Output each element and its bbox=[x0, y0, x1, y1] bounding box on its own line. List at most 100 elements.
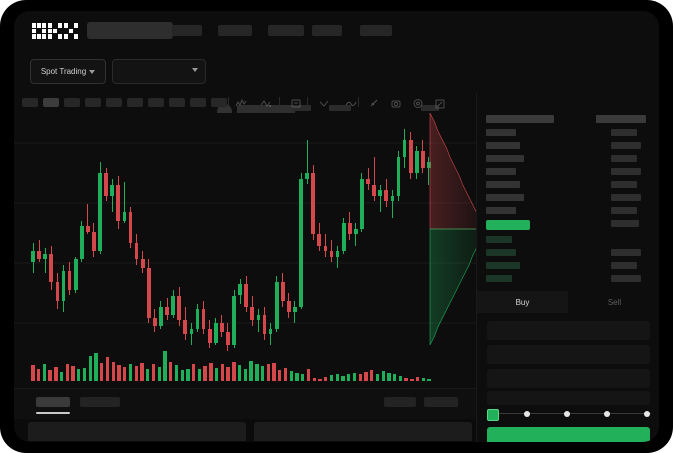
volume-bar bbox=[65, 364, 69, 381]
timeframe-button-8[interactable] bbox=[169, 98, 185, 107]
fullscreen-icon[interactable] bbox=[434, 96, 446, 109]
timeframe-button-7[interactable] bbox=[148, 98, 164, 107]
compare-icon[interactable] bbox=[260, 96, 272, 108]
candlestick-chart[interactable] bbox=[14, 113, 476, 388]
candle-body bbox=[98, 173, 102, 252]
okx-logo[interactable] bbox=[32, 23, 78, 39]
nav-item-1[interactable] bbox=[172, 25, 202, 36]
orderbook-ask-size[interactable] bbox=[611, 181, 637, 188]
timeframe-button-1[interactable] bbox=[22, 98, 38, 107]
orderbook-ask-size[interactable] bbox=[611, 155, 637, 162]
slider-handle[interactable] bbox=[487, 409, 499, 421]
camera-icon[interactable] bbox=[390, 96, 402, 108]
order-field-2[interactable] bbox=[487, 345, 650, 364]
candle-wick bbox=[87, 203, 89, 235]
nav-item-2[interactable] bbox=[218, 25, 252, 36]
submit-order-button[interactable] bbox=[487, 427, 650, 442]
orderbook-ask-price[interactable] bbox=[486, 194, 524, 201]
orderbook-bid-price[interactable] bbox=[486, 236, 512, 243]
volume-bar bbox=[358, 374, 362, 381]
timeframe-button-6[interactable] bbox=[127, 98, 143, 107]
candle-body bbox=[366, 178, 370, 185]
candle-wick bbox=[324, 234, 326, 257]
global-search-input[interactable] bbox=[87, 22, 173, 39]
timeframe-button-10[interactable] bbox=[211, 98, 227, 107]
timeframe-button-9[interactable] bbox=[190, 98, 206, 107]
undo-icon[interactable] bbox=[318, 96, 330, 108]
slider-step-4[interactable] bbox=[644, 411, 650, 417]
ruler-icon[interactable] bbox=[368, 96, 380, 108]
orderbook-ask-price[interactable] bbox=[486, 168, 516, 175]
orders-action-1[interactable] bbox=[384, 397, 416, 407]
volume-bar bbox=[278, 370, 282, 381]
line-chart-icon[interactable] bbox=[345, 96, 357, 108]
timeframe-button-4[interactable] bbox=[85, 98, 101, 107]
candle-body bbox=[201, 309, 206, 329]
indicator-icon[interactable] bbox=[235, 96, 247, 108]
orderbook-bid-price[interactable] bbox=[486, 275, 512, 282]
slider-step-1[interactable] bbox=[524, 411, 530, 417]
candle-body bbox=[79, 226, 84, 260]
tab-open-orders[interactable] bbox=[36, 397, 70, 407]
order-field-4[interactable] bbox=[487, 391, 650, 405]
orderbook-ask-size[interactable] bbox=[611, 207, 637, 214]
nav-item-3[interactable] bbox=[268, 25, 304, 36]
slider-step-2[interactable] bbox=[564, 411, 570, 417]
candle-wick bbox=[257, 309, 259, 332]
order-field-1[interactable] bbox=[487, 321, 650, 340]
candle-body bbox=[414, 151, 419, 174]
orderbook-ask-price[interactable] bbox=[486, 207, 516, 214]
tab-sell[interactable]: Sell bbox=[607, 297, 622, 307]
candle-body bbox=[390, 195, 395, 202]
tab-buy[interactable]: Buy bbox=[477, 291, 568, 313]
active-tab-indicator bbox=[36, 412, 70, 414]
order-book[interactable] bbox=[477, 115, 659, 293]
orderbook-bid-size[interactable] bbox=[611, 262, 637, 269]
orderbook-ask-size[interactable] bbox=[611, 168, 641, 175]
settings-icon[interactable] bbox=[412, 96, 424, 108]
trading-mode-selector[interactable]: Spot Trading bbox=[30, 59, 106, 84]
candle-wick bbox=[306, 140, 308, 185]
volume-bar bbox=[31, 365, 35, 381]
volume-bar bbox=[82, 367, 87, 381]
timeframe-button-3[interactable] bbox=[64, 98, 80, 107]
trading-pair-selector[interactable] bbox=[112, 59, 206, 84]
tab-order-history[interactable] bbox=[80, 397, 120, 407]
candle-body bbox=[274, 281, 279, 329]
orderbook-ask-size[interactable] bbox=[611, 142, 641, 149]
candle-body bbox=[427, 162, 431, 168]
slider-step-3[interactable] bbox=[604, 411, 610, 417]
candle-body bbox=[305, 173, 309, 179]
volume-bar bbox=[214, 367, 219, 381]
orderbook-bid-price[interactable] bbox=[486, 262, 520, 269]
orderbook-ask-price[interactable] bbox=[486, 181, 520, 188]
candle-body bbox=[171, 295, 175, 315]
nav-item-4[interactable] bbox=[312, 25, 342, 36]
order-field-3[interactable] bbox=[487, 369, 650, 388]
timeframe-button-2[interactable] bbox=[43, 98, 59, 107]
volume-bar bbox=[375, 373, 380, 381]
orderbook-ask-price[interactable] bbox=[486, 129, 516, 136]
orderbook-ask-price[interactable] bbox=[486, 155, 524, 162]
candle-body bbox=[116, 184, 121, 221]
candle-body bbox=[55, 281, 60, 302]
orderbook-bid-size[interactable] bbox=[611, 249, 641, 256]
orderbook-ask-size[interactable] bbox=[611, 194, 641, 201]
candle-wick bbox=[44, 248, 46, 274]
amount-slider[interactable] bbox=[487, 409, 653, 421]
template-icon[interactable] bbox=[290, 96, 302, 108]
bottom-panel-2[interactable] bbox=[254, 422, 472, 441]
orders-action-2[interactable] bbox=[424, 397, 458, 407]
candle-body bbox=[49, 253, 54, 282]
orderbook-ask-size[interactable] bbox=[611, 129, 637, 136]
volume-bar bbox=[111, 361, 115, 381]
orderbook-bid-size[interactable] bbox=[611, 275, 641, 282]
bottom-panel-1[interactable] bbox=[28, 422, 246, 441]
nav-item-5[interactable] bbox=[360, 25, 392, 36]
volume-bar bbox=[260, 366, 265, 381]
orderbook-bid-price[interactable] bbox=[486, 249, 516, 256]
volume-bar bbox=[272, 362, 276, 381]
candle-body bbox=[146, 267, 151, 318]
orderbook-ask-price[interactable] bbox=[486, 142, 520, 149]
timeframe-button-5[interactable] bbox=[106, 98, 122, 107]
